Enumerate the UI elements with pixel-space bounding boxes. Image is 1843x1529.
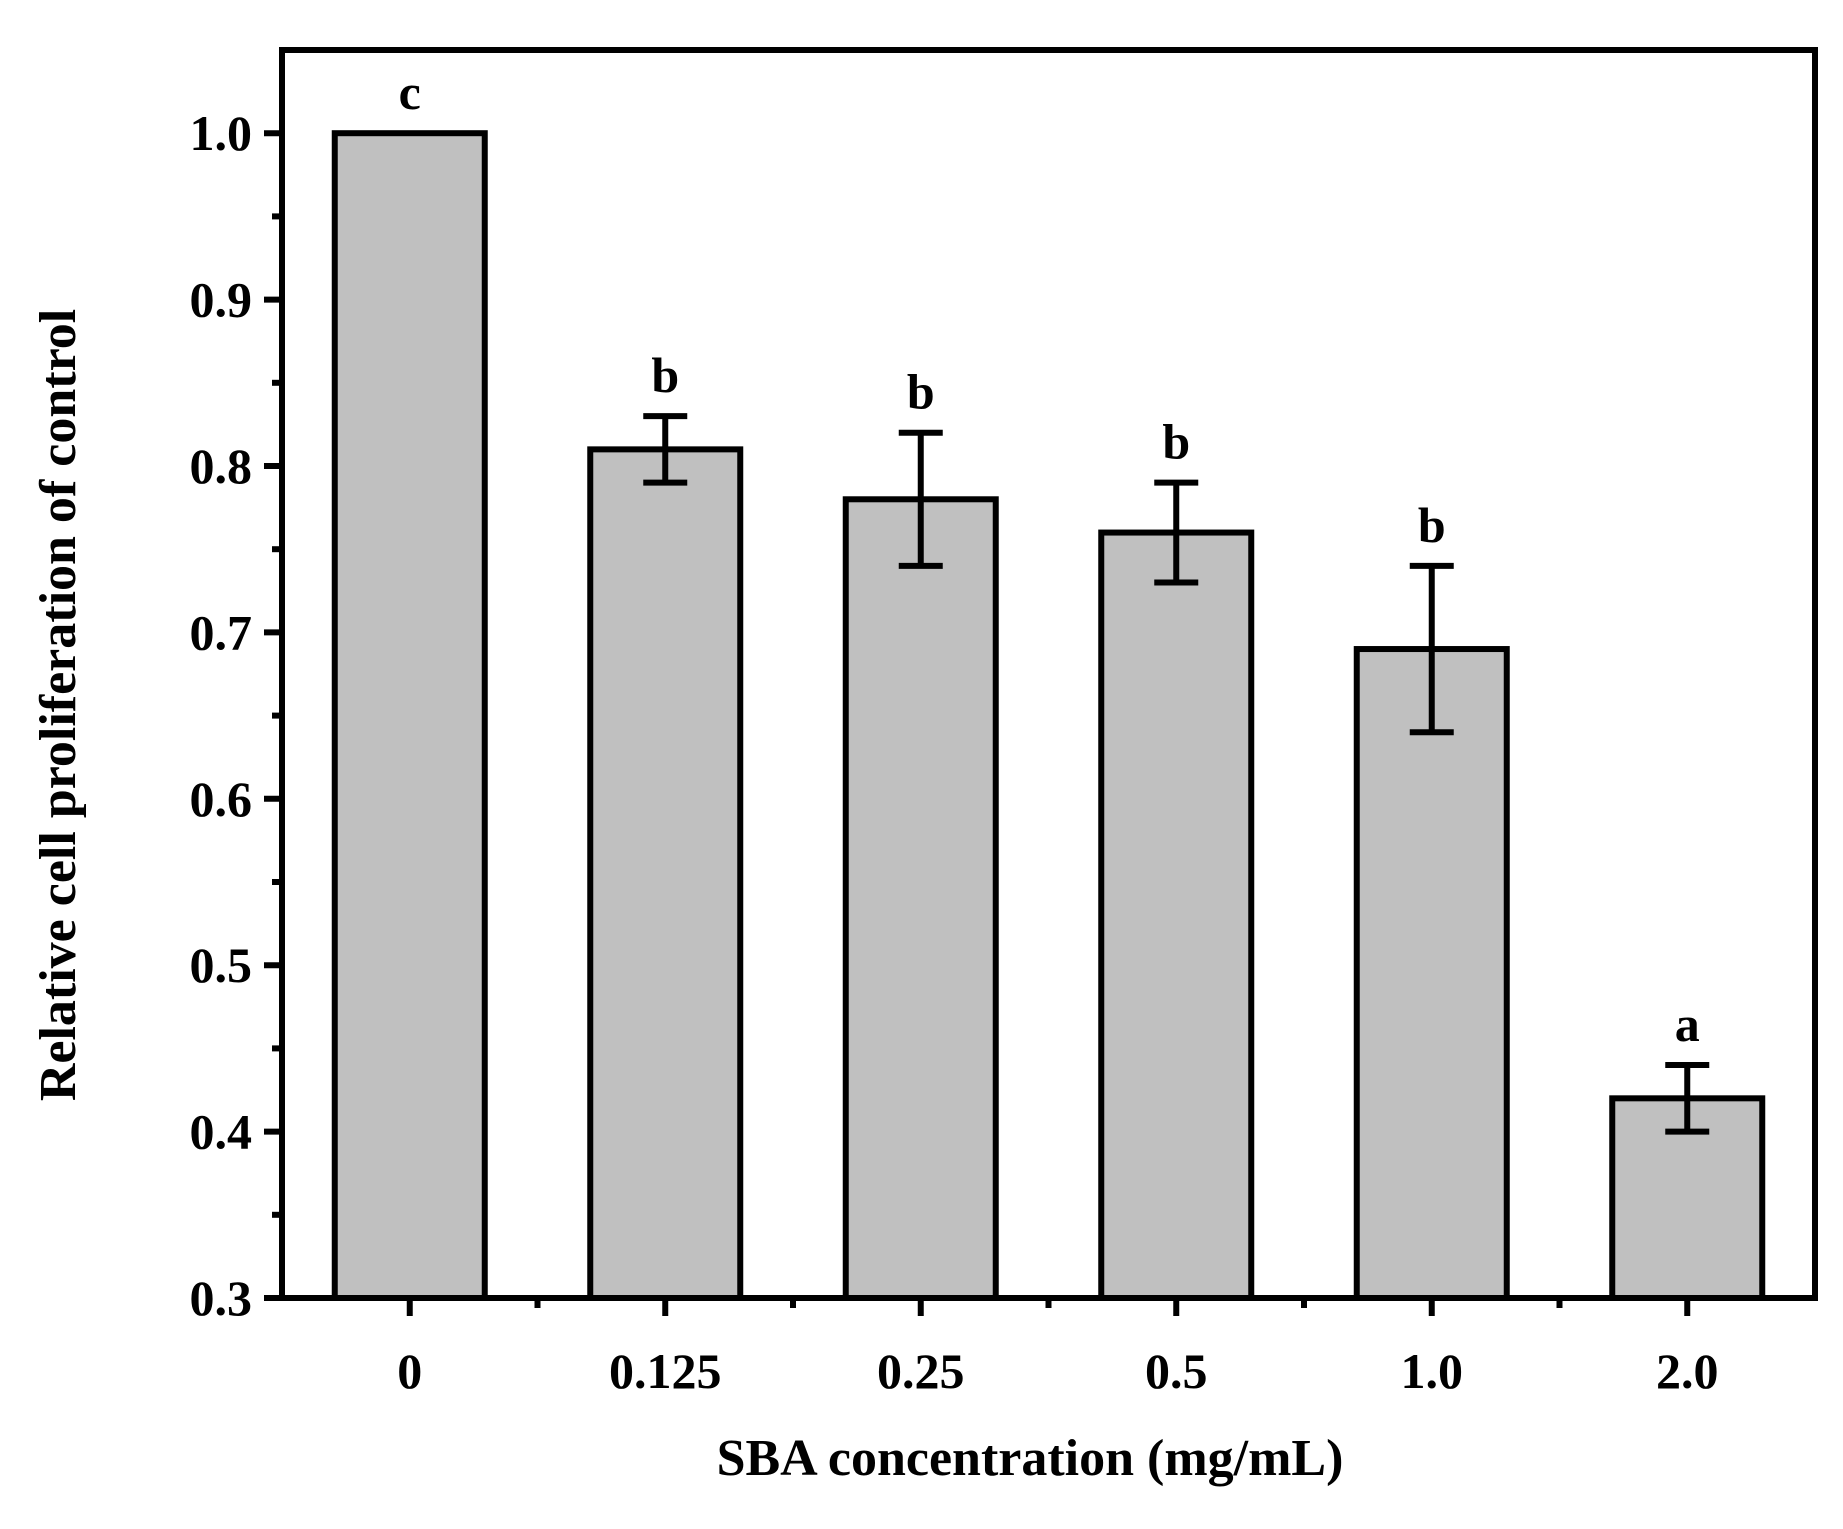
x-tick-label: 1.0 — [1401, 1343, 1464, 1399]
bar — [331, 130, 488, 1302]
y-tick-label: 0.6 — [190, 771, 253, 827]
y-tick-label: 0.4 — [190, 1104, 253, 1160]
bar — [1353, 646, 1510, 1301]
significance-label: b — [1418, 497, 1446, 553]
bar — [1098, 529, 1255, 1301]
x-tick-label: 0 — [397, 1343, 422, 1399]
y-tick-label: 0.7 — [190, 604, 253, 660]
plot-frame — [279, 47, 1818, 1301]
significance-label: a — [1675, 996, 1700, 1052]
x-tick-label: 0.5 — [1145, 1343, 1208, 1399]
significance-label: b — [1162, 414, 1190, 470]
bar — [587, 446, 744, 1301]
y-tick-label: 0.9 — [190, 272, 253, 328]
y-tick-label: 0.3 — [190, 1270, 253, 1326]
plot-area: c b b b b a — [331, 64, 1766, 1302]
significance-label: b — [907, 364, 935, 420]
axes: 0.3 0.4 0.5 0.6 0.7 0.8 0.9 1.0 0 0.125 0.25 0.5 1.0… — [190, 47, 1818, 1399]
significance-label: c — [399, 64, 421, 120]
y-axis-title: Relative cell proliferation of control — [30, 309, 87, 1101]
x-axis-title: SBA concentration (mg/mL) — [717, 1430, 1344, 1487]
x-tick-label: 2.0 — [1656, 1343, 1719, 1399]
significance-label: b — [651, 347, 679, 403]
y-tick-label: 1.0 — [190, 105, 253, 161]
bar — [842, 496, 999, 1301]
y-tick-label: 0.8 — [190, 438, 253, 494]
x-tick-label: 0.125 — [609, 1343, 722, 1399]
x-tick-label: 0.25 — [877, 1343, 965, 1399]
y-tick-label: 0.5 — [190, 937, 253, 993]
